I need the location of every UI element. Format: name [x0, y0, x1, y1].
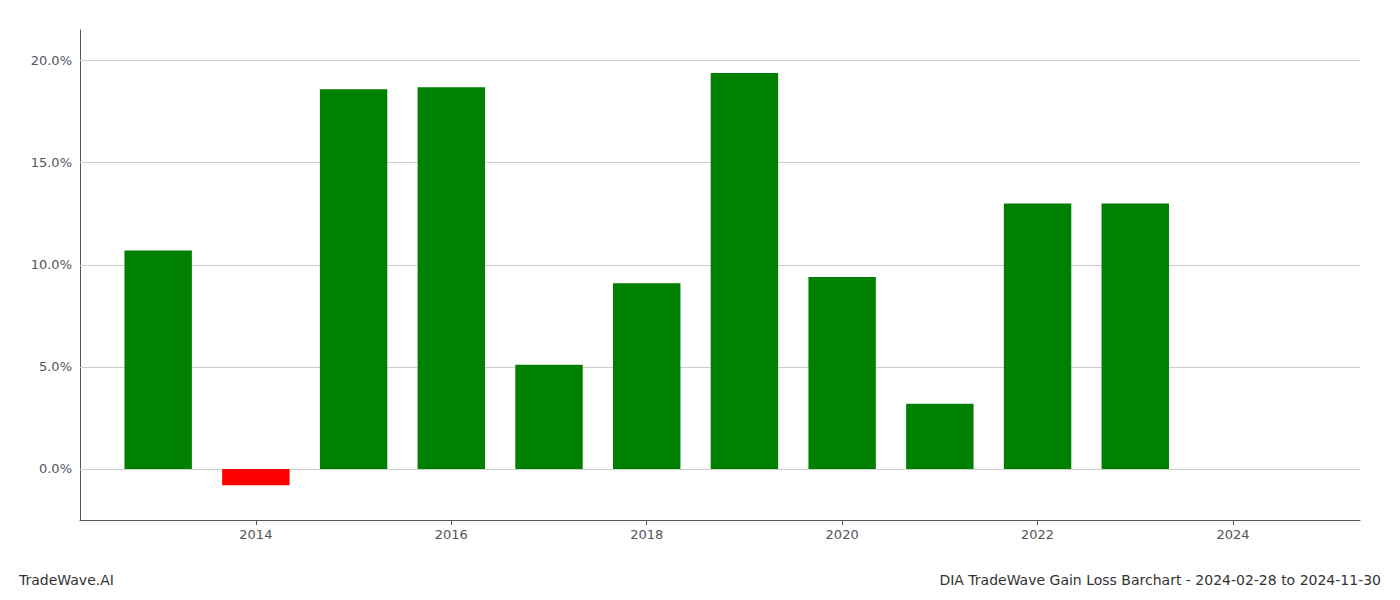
svg-text:2020: 2020	[826, 527, 859, 542]
svg-text:TradeWave.AI: TradeWave.AI	[18, 572, 114, 588]
svg-text:20.0%: 20.0%	[31, 53, 72, 68]
svg-text:2018: 2018	[630, 527, 663, 542]
svg-text:2024: 2024	[1216, 527, 1249, 542]
svg-text:2016: 2016	[435, 527, 468, 542]
svg-text:2014: 2014	[239, 527, 272, 542]
svg-text:2022: 2022	[1021, 527, 1054, 542]
svg-text:15.0%: 15.0%	[31, 155, 72, 170]
svg-text:0.0%: 0.0%	[39, 461, 72, 476]
svg-text:10.0%: 10.0%	[31, 257, 72, 272]
svg-text:DIA TradeWave Gain Loss Barcha: DIA TradeWave Gain Loss Barchart - 2024-…	[939, 572, 1381, 588]
svg-text:5.0%: 5.0%	[39, 359, 72, 374]
